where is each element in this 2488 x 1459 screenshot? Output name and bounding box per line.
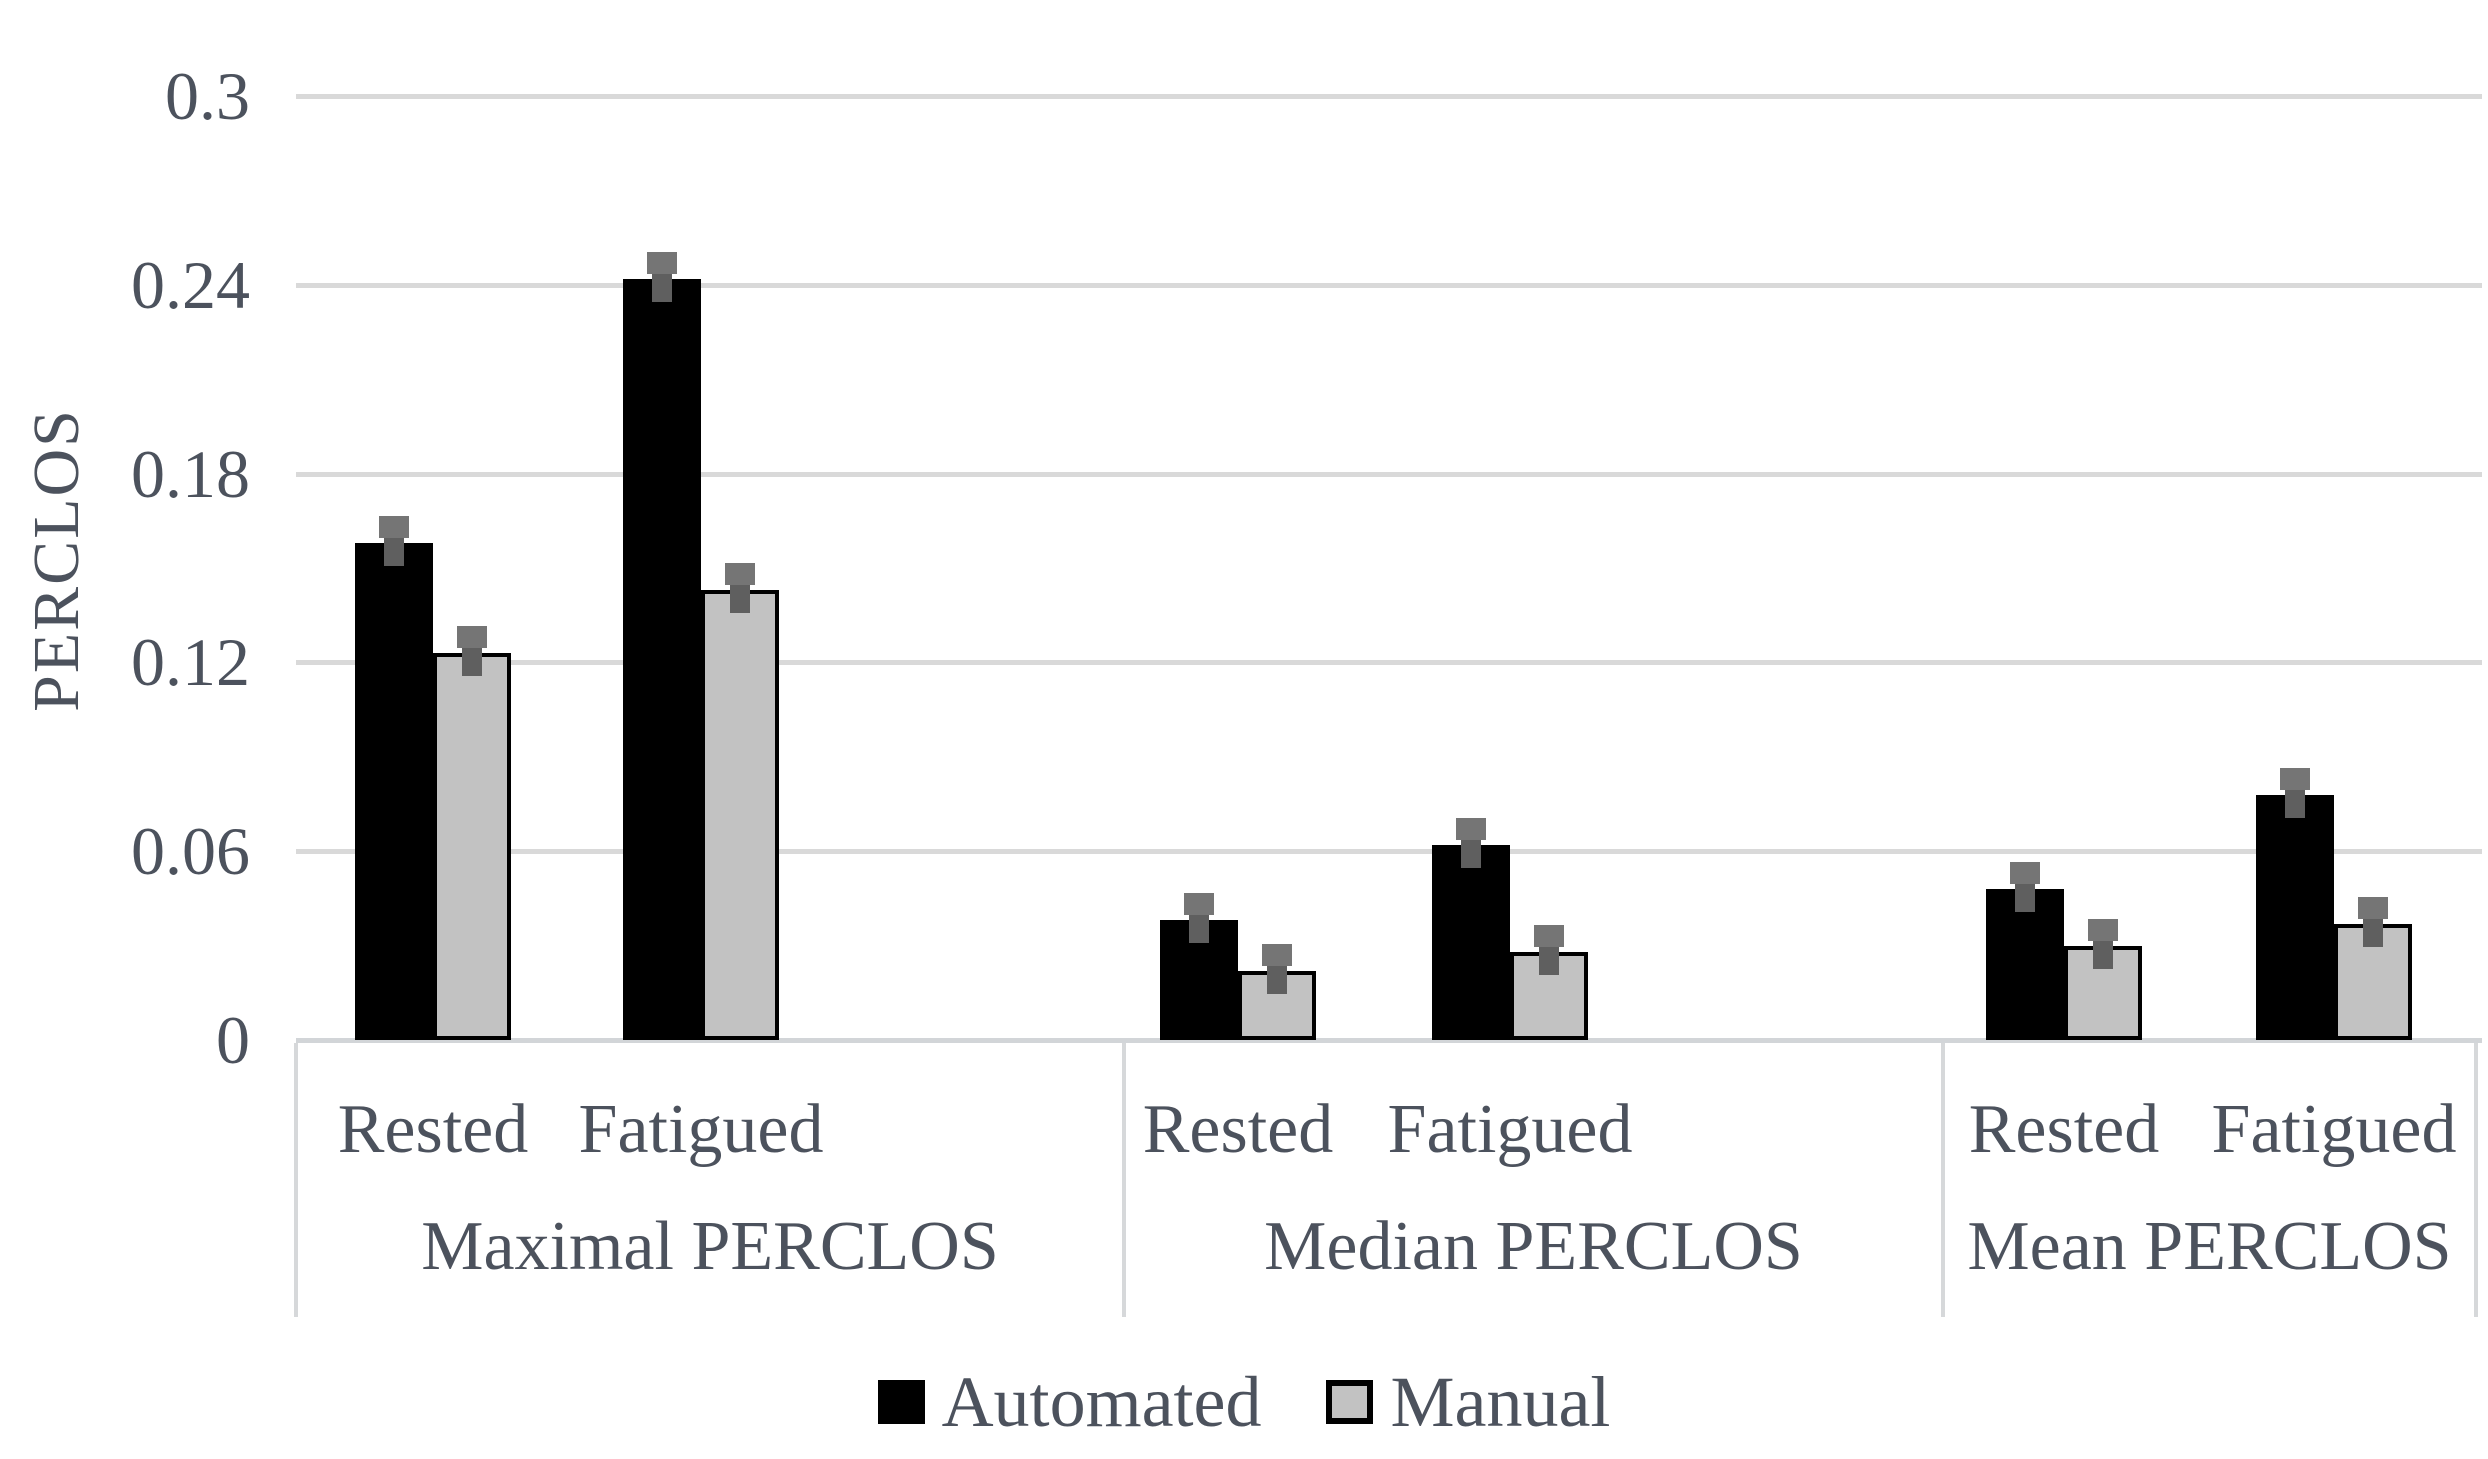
legend-item-manual: Manual — [1326, 1362, 1610, 1442]
bar-automated-fatigued — [1432, 845, 1510, 1040]
y-tick-label: 0.18 — [131, 435, 250, 512]
condition-label: Rested — [1968, 1091, 2160, 1168]
condition-label: Rested — [337, 1091, 529, 1168]
bar-automated-fatigued — [623, 279, 701, 1040]
legend-item-automated: Automated — [877, 1362, 1262, 1442]
legend-label-automated: Automated — [941, 1362, 1262, 1442]
y-tick-label: 0.24 — [131, 246, 250, 323]
legend-label-manual: Manual — [1390, 1362, 1611, 1442]
y-tick-label: 0.06 — [131, 813, 250, 890]
error-bar-stem — [2015, 884, 2035, 912]
condition-label: Fatigued — [1387, 1091, 1633, 1168]
bar-automated-fatigued — [2256, 795, 2334, 1040]
gridline-0.06 — [296, 849, 2482, 855]
y-tick-label: 0.3 — [165, 58, 250, 134]
bar-manual-fatigued — [701, 590, 779, 1040]
legend-swatch-manual-icon — [1326, 1380, 1374, 1424]
bar-manual-rested — [433, 653, 511, 1040]
error-bar-cap — [1456, 818, 1486, 840]
error-bar-cap — [2088, 919, 2118, 941]
condition-label: Rested — [1142, 1091, 1334, 1168]
error-bar-cap — [2280, 768, 2310, 790]
error-bar-cap — [647, 252, 677, 274]
error-bar-stem — [730, 585, 750, 613]
error-bar-stem — [384, 538, 404, 566]
x-axis-line — [296, 1038, 2482, 1043]
condition-label: Fatigued — [2211, 1091, 2457, 1168]
error-bar-cap — [1262, 944, 1292, 966]
error-bar-cap — [2010, 862, 2040, 884]
group-label: Median PERCLOS — [1264, 1208, 1803, 1285]
bar-automated-rested — [355, 543, 433, 1040]
category-separator — [1122, 1043, 1126, 1317]
error-bar-cap — [1184, 893, 1214, 915]
y-tick-label: 0 — [216, 1002, 250, 1078]
error-bar-cap — [457, 626, 487, 648]
error-bar-stem — [2363, 919, 2383, 947]
condition-label: Fatigued — [578, 1091, 824, 1168]
gridline-0.3 — [296, 94, 2482, 99]
error-bar-stem — [1267, 966, 1287, 994]
error-bar-stem — [2093, 941, 2113, 969]
group-label: Maximal PERCLOS — [421, 1208, 999, 1285]
group-label: Mean PERCLOS — [1967, 1208, 2452, 1285]
error-bar-cap — [1534, 925, 1564, 947]
error-bar-stem — [1461, 840, 1481, 868]
legend: Automated Manual — [0, 1362, 2488, 1442]
error-bar-stem — [1539, 947, 1559, 975]
gridline-0.18 — [296, 471, 2482, 477]
category-separator — [1941, 1043, 1945, 1317]
gridline-0.12 — [296, 660, 2482, 666]
legend-swatch-automated-icon — [877, 1380, 925, 1424]
category-separator — [2474, 1043, 2478, 1317]
category-separator — [294, 1043, 298, 1317]
error-bar-stem — [652, 274, 672, 302]
error-bar-stem — [1189, 915, 1209, 943]
error-bar-cap — [725, 563, 755, 585]
y-tick-label: 0.12 — [131, 624, 250, 701]
error-bar-cap — [2358, 897, 2388, 919]
error-bar-stem — [462, 648, 482, 676]
error-bar-cap — [379, 516, 409, 538]
error-bar-stem — [2285, 790, 2305, 818]
bar-automated-rested — [1986, 889, 2064, 1040]
gridline-0.24 — [296, 282, 2482, 288]
